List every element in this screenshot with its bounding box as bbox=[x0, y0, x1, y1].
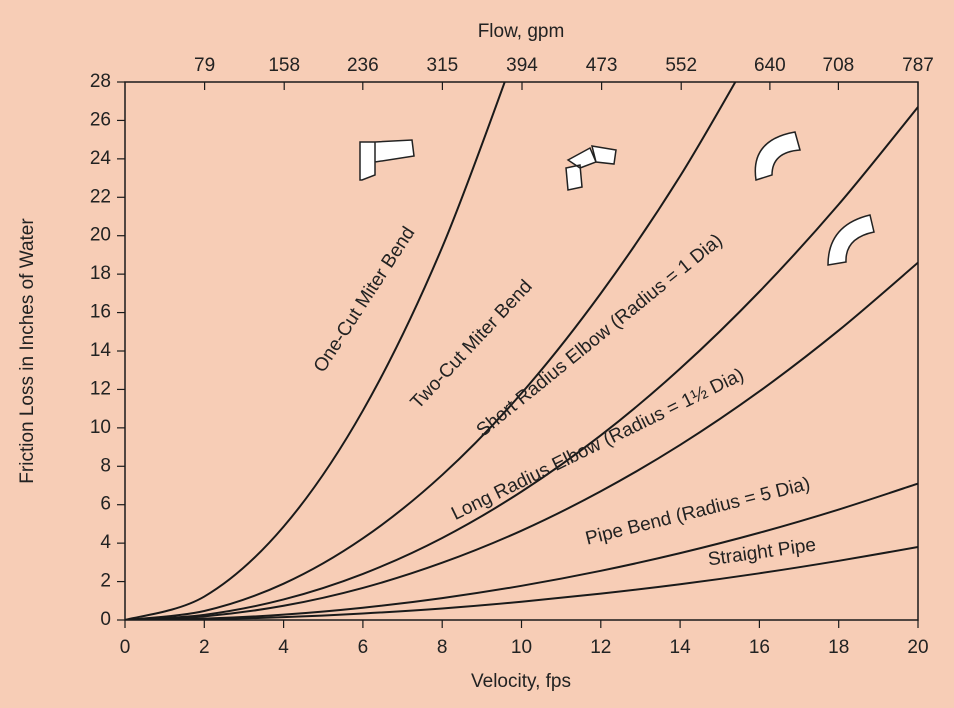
x-tick-label: 18 bbox=[828, 637, 849, 658]
icon-short-elbow bbox=[755, 132, 800, 180]
x2-tick-label: 473 bbox=[586, 55, 618, 76]
x-tick-label: 8 bbox=[437, 637, 448, 658]
y-tick-label: 28 bbox=[90, 71, 111, 92]
icon-two-cut bbox=[566, 146, 616, 190]
chart: Velocity, fps Flow, gpm Friction Loss in… bbox=[0, 0, 954, 708]
curve-label: Pipe Bend (Radius = 5 Dia) bbox=[583, 473, 812, 549]
y-tick-label: 10 bbox=[90, 417, 111, 438]
x-tick-label: 20 bbox=[907, 637, 928, 658]
y-tick-label: 0 bbox=[100, 609, 111, 630]
x-tick-label: 2 bbox=[199, 637, 210, 658]
x-tick-label: 16 bbox=[749, 637, 770, 658]
x2-tick-label: 787 bbox=[902, 55, 934, 76]
x2-tick-label: 552 bbox=[665, 55, 697, 76]
x2-axis-title: Flow, gpm bbox=[478, 21, 565, 42]
y-tick-label: 16 bbox=[90, 302, 111, 323]
y-tick-label: 20 bbox=[90, 225, 111, 246]
x-tick-label: 14 bbox=[670, 637, 692, 658]
curve-label: Straight Pipe bbox=[707, 535, 818, 571]
y-tick-label: 12 bbox=[90, 378, 111, 399]
x2-tick-label: 79 bbox=[194, 55, 215, 76]
curve bbox=[125, 36, 522, 620]
y-tick-label: 24 bbox=[90, 148, 112, 169]
curve-label: One-Cut Miter Bend bbox=[310, 223, 420, 376]
x2-tick-label: 158 bbox=[268, 55, 300, 76]
x2-tick-label: 640 bbox=[754, 55, 786, 76]
x2-tick-label: 236 bbox=[347, 55, 379, 76]
y-tick-label: 6 bbox=[100, 494, 111, 515]
x-tick-label: 12 bbox=[590, 637, 611, 658]
y-axis-title: Friction Loss in Inches of Water bbox=[17, 218, 38, 484]
y-tick-label: 14 bbox=[90, 340, 112, 361]
y-tick-label: 2 bbox=[100, 571, 111, 592]
fitting-icons bbox=[360, 132, 874, 265]
x-tick-label: 6 bbox=[358, 637, 369, 658]
y-tick-label: 8 bbox=[100, 455, 111, 476]
x2-tick-label: 315 bbox=[427, 55, 459, 76]
x-axis-title: Velocity, fps bbox=[471, 671, 571, 692]
x2-tick-label: 708 bbox=[823, 55, 855, 76]
curves bbox=[125, 36, 918, 620]
x-tick-label: 10 bbox=[511, 637, 532, 658]
icon-one-cut bbox=[360, 140, 414, 180]
y-tick-label: 18 bbox=[90, 263, 111, 284]
x-tick-label: 0 bbox=[120, 637, 131, 658]
y-tick-label: 26 bbox=[90, 109, 111, 130]
x-tick-label: 4 bbox=[278, 637, 289, 658]
x2-tick-label: 394 bbox=[506, 55, 538, 76]
y-tick-label: 4 bbox=[100, 532, 111, 553]
y-tick-label: 22 bbox=[90, 186, 111, 207]
curve bbox=[125, 40, 759, 620]
icon-long-elbow bbox=[828, 215, 874, 265]
